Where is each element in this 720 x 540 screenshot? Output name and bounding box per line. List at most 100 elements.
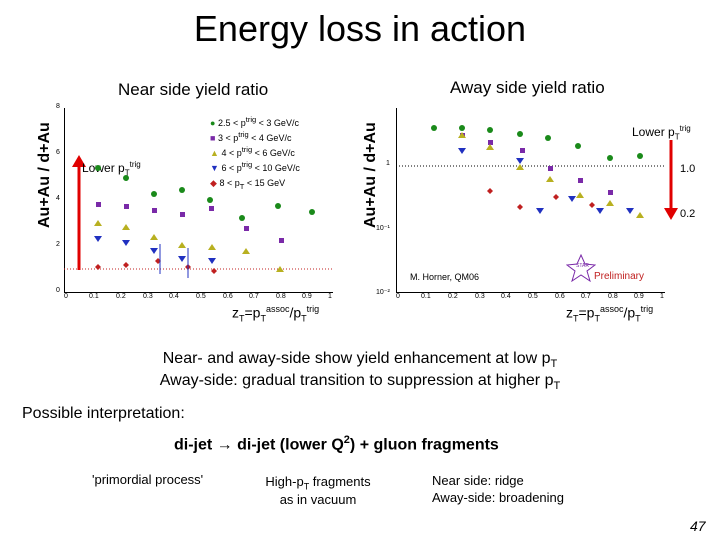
inverted-triangle-marker-icon: ▼ [210,163,219,173]
slide-title: Energy loss in action [193,8,527,49]
away-xtick: 0.5 [528,293,538,300]
right-arrow-icon: → [216,436,233,454]
away-xtick: 0.2 [448,293,458,300]
xlabel-part: T [301,313,307,324]
note-primordial: 'primordial process' [92,472,204,487]
near-lower-trig-label: Lower pTtrig [82,160,141,177]
circle-marker-icon: ● [210,118,216,128]
near-ytick: 0 [56,287,60,294]
series-blue [94,236,216,264]
note-line: High-pT fragments [258,474,378,492]
summary-text: Near- and away-side show yield enhanceme… [162,350,551,367]
series-yellow [458,132,644,218]
note-high-pt: High-pT fragments as in vacuum [258,474,378,507]
away-xtick: 0.3 [475,293,485,300]
series-yellow [94,220,284,272]
near-side-heading: Near side yield ratio [118,80,269,99]
xlabel-part: =p [244,304,261,321]
near-xtick: 0.1 [89,293,99,300]
square-marker-icon: ■ [210,133,216,143]
near-xtick: 0.4 [169,293,179,300]
legend-rest: < 15 GeV [246,178,286,188]
legend-text: 3 < p [217,133,239,143]
near-data-points [94,165,315,278]
legend-entry: ◆ 8 < pT < 15 GeV [210,178,286,191]
away-lower-trig-arrow [664,140,678,220]
legend-sup: trig [245,115,257,124]
xlabel-part: assoc [599,304,624,314]
near-lower-sup: trig [129,160,141,169]
away-side-heading: Away side yield ratio [450,78,605,97]
near-xtick: 0 [64,293,68,300]
legend-text: 8 < p [219,178,240,188]
legend-rest: < 3 GeV/c [258,118,299,128]
xlabel-part: T [573,313,579,324]
diamond-marker-icon: ◆ [210,178,217,188]
note-line: Near side: ridge [432,473,524,488]
away-xtick: 0 [396,293,400,300]
xlabel-part: trig [640,304,654,314]
legend-text: 2.5 < p [217,118,246,128]
xlabel-part: T [594,313,600,324]
away-xtick: 0.9 [634,293,644,300]
star-logo-text: STAR [576,263,589,269]
formula-part: di-jet [174,436,213,454]
summary-text: Away-side: gradual transition to suppres… [159,372,554,389]
legend-entry: ▲ 4 < ptrig < 6 GeV/c [210,144,300,159]
legend-rest: < 10 GeV/c [254,163,300,173]
away-lower-trig-label: Lower pTtrig [632,124,691,141]
away-arrow-bottom-value: 0.2 [680,208,696,220]
legend-text: 6 < p [221,163,242,173]
near-ytick: 8 [56,103,60,110]
legend-text: 4 < p [221,148,242,158]
near-lower-base: Lower p [82,161,125,175]
away-data-points [431,125,644,218]
away-plot-area [396,108,665,293]
xlabel-part: trig [306,304,320,314]
page-number: 47 [690,518,706,534]
formula-sup: 2 [343,434,350,446]
interpretation-heading: Possible interpretation: [22,405,185,422]
away-ytick: 10⁻² [376,289,390,296]
legend-rest: < 6 GeV/c [254,148,295,158]
legend-entry: ■ 3 < ptrig < 4 GeV/c [210,129,300,144]
legend-sup: trig [241,145,253,154]
legend-sup: trig [238,130,249,139]
near-xtick: 0.8 [276,293,286,300]
away-lower-base: Lower p [632,125,675,139]
summary-sub: T [550,358,558,371]
legend-sup: trig [241,160,253,169]
near-xtick: 1 [328,293,332,300]
note-near-away: Near side: ridge Away-side: broadening [432,472,564,506]
note-part: High-p [265,474,304,489]
note-line: as in vacuum [279,491,357,507]
xlabel-part: /p [289,304,302,321]
note-sub: T [303,481,310,492]
away-xtick: 1 [660,293,664,300]
note-part: fragments [309,474,371,489]
near-ylabel: Au+Au / d+Au [36,122,53,228]
near-xtick: 0.9 [302,293,312,300]
near-legend: ● 2.5 < ptrig < 3 GeV/c ■ 3 < ptrig < 4 … [210,114,300,192]
near-xlabel: zT=pTassoc/pTtrig [232,304,319,323]
summary-sub: T [553,380,561,393]
summary-line-2: Away-side: gradual transition to suppres… [0,372,720,392]
series-green [431,125,643,161]
legend-entry: ▼ 6 < ptrig < 10 GeV/c [210,159,300,174]
xlabel-part: T [260,313,266,324]
preliminary-label: Preliminary [594,271,645,282]
away-xlabel: zT=pTassoc/pTtrig [566,304,653,323]
series-red [487,188,595,210]
away-ytick: 1 [386,160,390,167]
away-ytick: 10⁻¹ [376,225,390,232]
series-green [95,165,315,221]
away-credit: M. Horner, QM06 [410,272,480,282]
xlabel-part: z [232,304,239,321]
away-lower-sub: T [674,132,680,142]
note-line: Away-side: broadening [432,490,565,505]
xlabel-part: z [566,304,573,321]
xlabel-part: T [239,313,245,324]
away-xtick: 0.1 [421,293,431,300]
interpretation-formula: di-jet → di-jet (lower Q2) + gluon fragm… [174,434,499,454]
away-lower-sup: trig [679,124,691,133]
